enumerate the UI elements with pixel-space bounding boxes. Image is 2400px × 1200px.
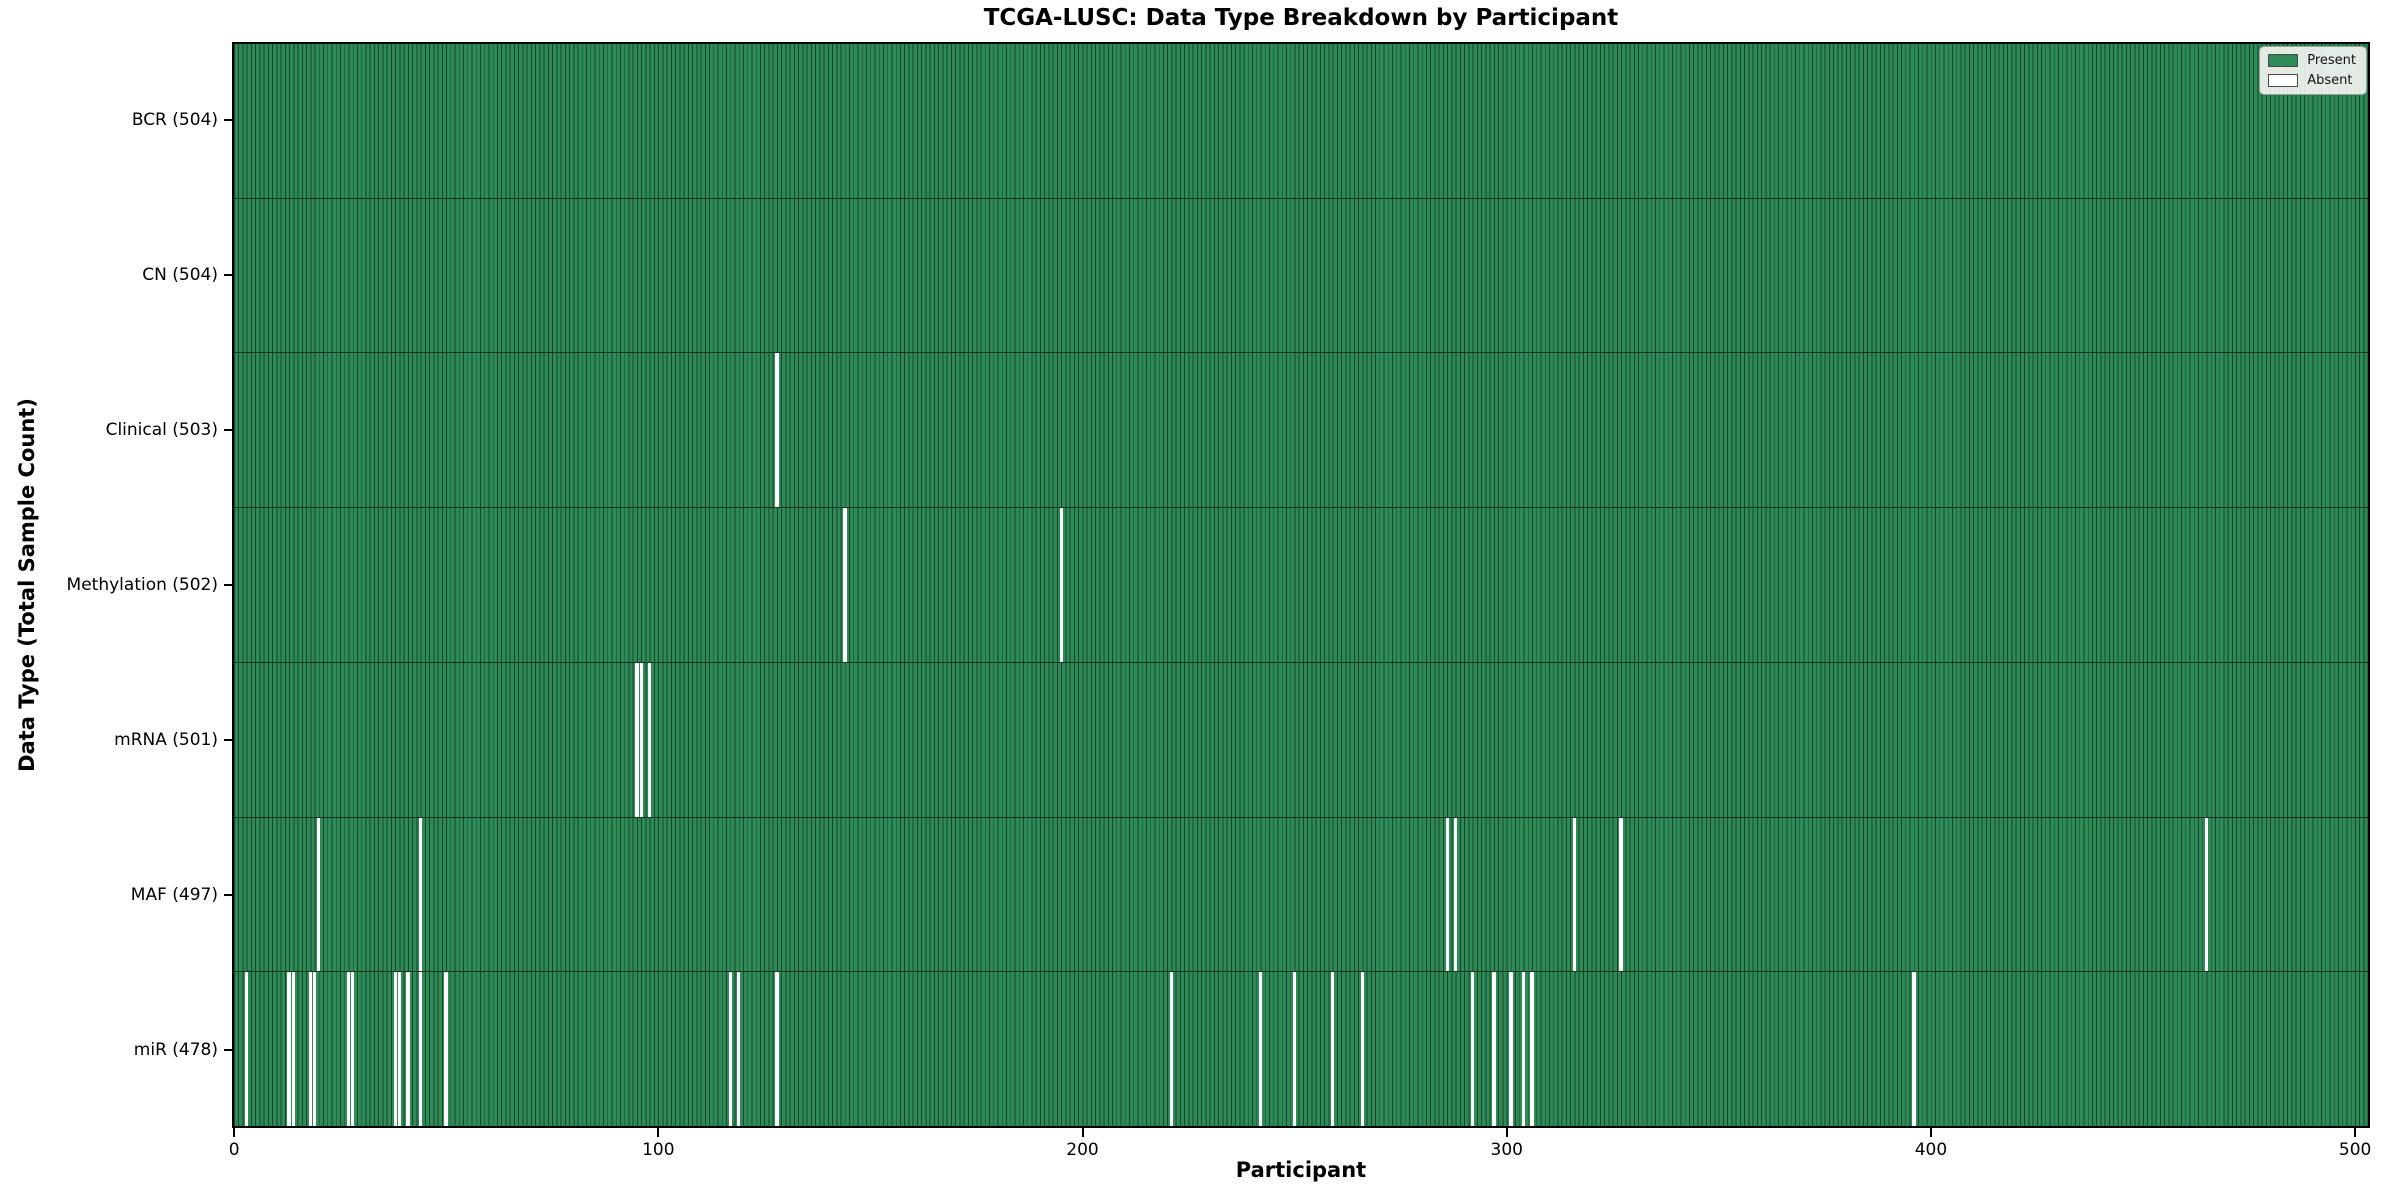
absent-bar [397, 972, 402, 1127]
legend-entry-absent: Absent [2268, 73, 2356, 88]
y-tick-label-clinical: Clinical (503) [105, 419, 218, 440]
y-tick-label-cn: CN (504) [142, 264, 218, 285]
x-tick-mark [1929, 1128, 1932, 1137]
x-tick-mark [657, 1128, 660, 1137]
chart-row-mir [234, 972, 2368, 1127]
y-tick-label-maf: MAF (497) [130, 885, 218, 906]
absent-bar [639, 662, 643, 817]
x-tick-label: 400 [1914, 1140, 1948, 1160]
chart-row-cn [234, 198, 2368, 354]
legend-swatch-present [2268, 54, 2299, 67]
absent-bar [1445, 817, 1449, 972]
absent-bar [351, 972, 355, 1127]
absent-bar [1521, 972, 1526, 1127]
absent-bar [1912, 972, 1916, 1127]
legend-label: Present [2307, 53, 2356, 68]
chart-row-mrna [234, 662, 2368, 818]
y-tick-mark [224, 428, 232, 431]
legend-entry-present: Present [2268, 53, 2356, 68]
absent-bar [1292, 972, 1297, 1127]
y-tick-mark [224, 273, 232, 276]
absent-bar [1530, 972, 1534, 1127]
absent-bar [291, 972, 296, 1127]
x-tick-label: 300 [1490, 1140, 1523, 1160]
y-tick-mark [224, 118, 232, 121]
absent-bar [1059, 508, 1063, 662]
x-tick-label: 500 [2338, 1140, 2372, 1160]
absent-bar [1471, 972, 1475, 1127]
chart-row-methylation [234, 508, 2368, 663]
y-tick-label-mir: miR (478) [133, 1040, 218, 1061]
chart-row-maf [234, 817, 2368, 973]
x-axis-label: Participant [1235, 1158, 1367, 1182]
absent-bar [1509, 972, 1513, 1127]
y-tick-mark [224, 584, 232, 586]
absent-bar [2204, 817, 2209, 972]
absent-bar [406, 972, 410, 1127]
absent-bar [1258, 972, 1263, 1127]
chart-title: TCGA-LUSC: Data Type Breakdown by Partic… [983, 5, 1619, 31]
x-tick-label: 0 [228, 1140, 240, 1160]
x-tick-label: 200 [1066, 1140, 1099, 1160]
x-tick-mark [2354, 1128, 2357, 1137]
absent-bar [648, 662, 652, 817]
absent-bar [1619, 817, 1623, 972]
y-tick-mark [224, 1049, 232, 1052]
absent-bar [843, 508, 847, 662]
absent-bar [775, 972, 779, 1127]
absent-bar [287, 972, 291, 1127]
absent-bar [444, 972, 448, 1127]
legend-swatch-absent [2268, 74, 2299, 87]
absent-bar [418, 972, 423, 1127]
y-tick-mark [224, 894, 232, 897]
absent-bar [1169, 972, 1174, 1127]
y-tick-label-methylation: Methylation (502) [66, 575, 218, 595]
legend: Present Absent [2259, 46, 2367, 95]
y-tick-label-mrna: mRNA (501) [114, 730, 218, 751]
absent-bar [1331, 972, 1335, 1127]
y-tick-label-bcr: BCR (504) [131, 109, 218, 130]
chart-row-bcr [234, 44, 2368, 199]
legend-label: Absent [2307, 73, 2353, 88]
absent-bar [728, 972, 732, 1127]
absent-bar [1454, 817, 1458, 972]
absent-bar [308, 972, 313, 1127]
absent-bar [317, 817, 321, 972]
absent-bar [418, 817, 423, 972]
x-tick-mark [1505, 1128, 1508, 1137]
absent-bar [393, 972, 397, 1127]
absent-bar [635, 662, 639, 817]
y-tick-mark [224, 739, 232, 742]
absent-bar [1572, 817, 1577, 972]
plot-area [232, 42, 2370, 1128]
absent-bar [312, 972, 317, 1127]
x-tick-mark [233, 1128, 236, 1137]
absent-bar [775, 353, 779, 508]
absent-bar [1492, 972, 1496, 1127]
x-tick-mark [1081, 1128, 1084, 1137]
absent-bar [245, 972, 249, 1127]
x-tick-label: 100 [642, 1140, 675, 1160]
absent-bar [737, 972, 741, 1127]
absent-bar [1360, 972, 1365, 1127]
chart-row-clinical [234, 353, 2368, 509]
absent-bar [346, 972, 351, 1127]
